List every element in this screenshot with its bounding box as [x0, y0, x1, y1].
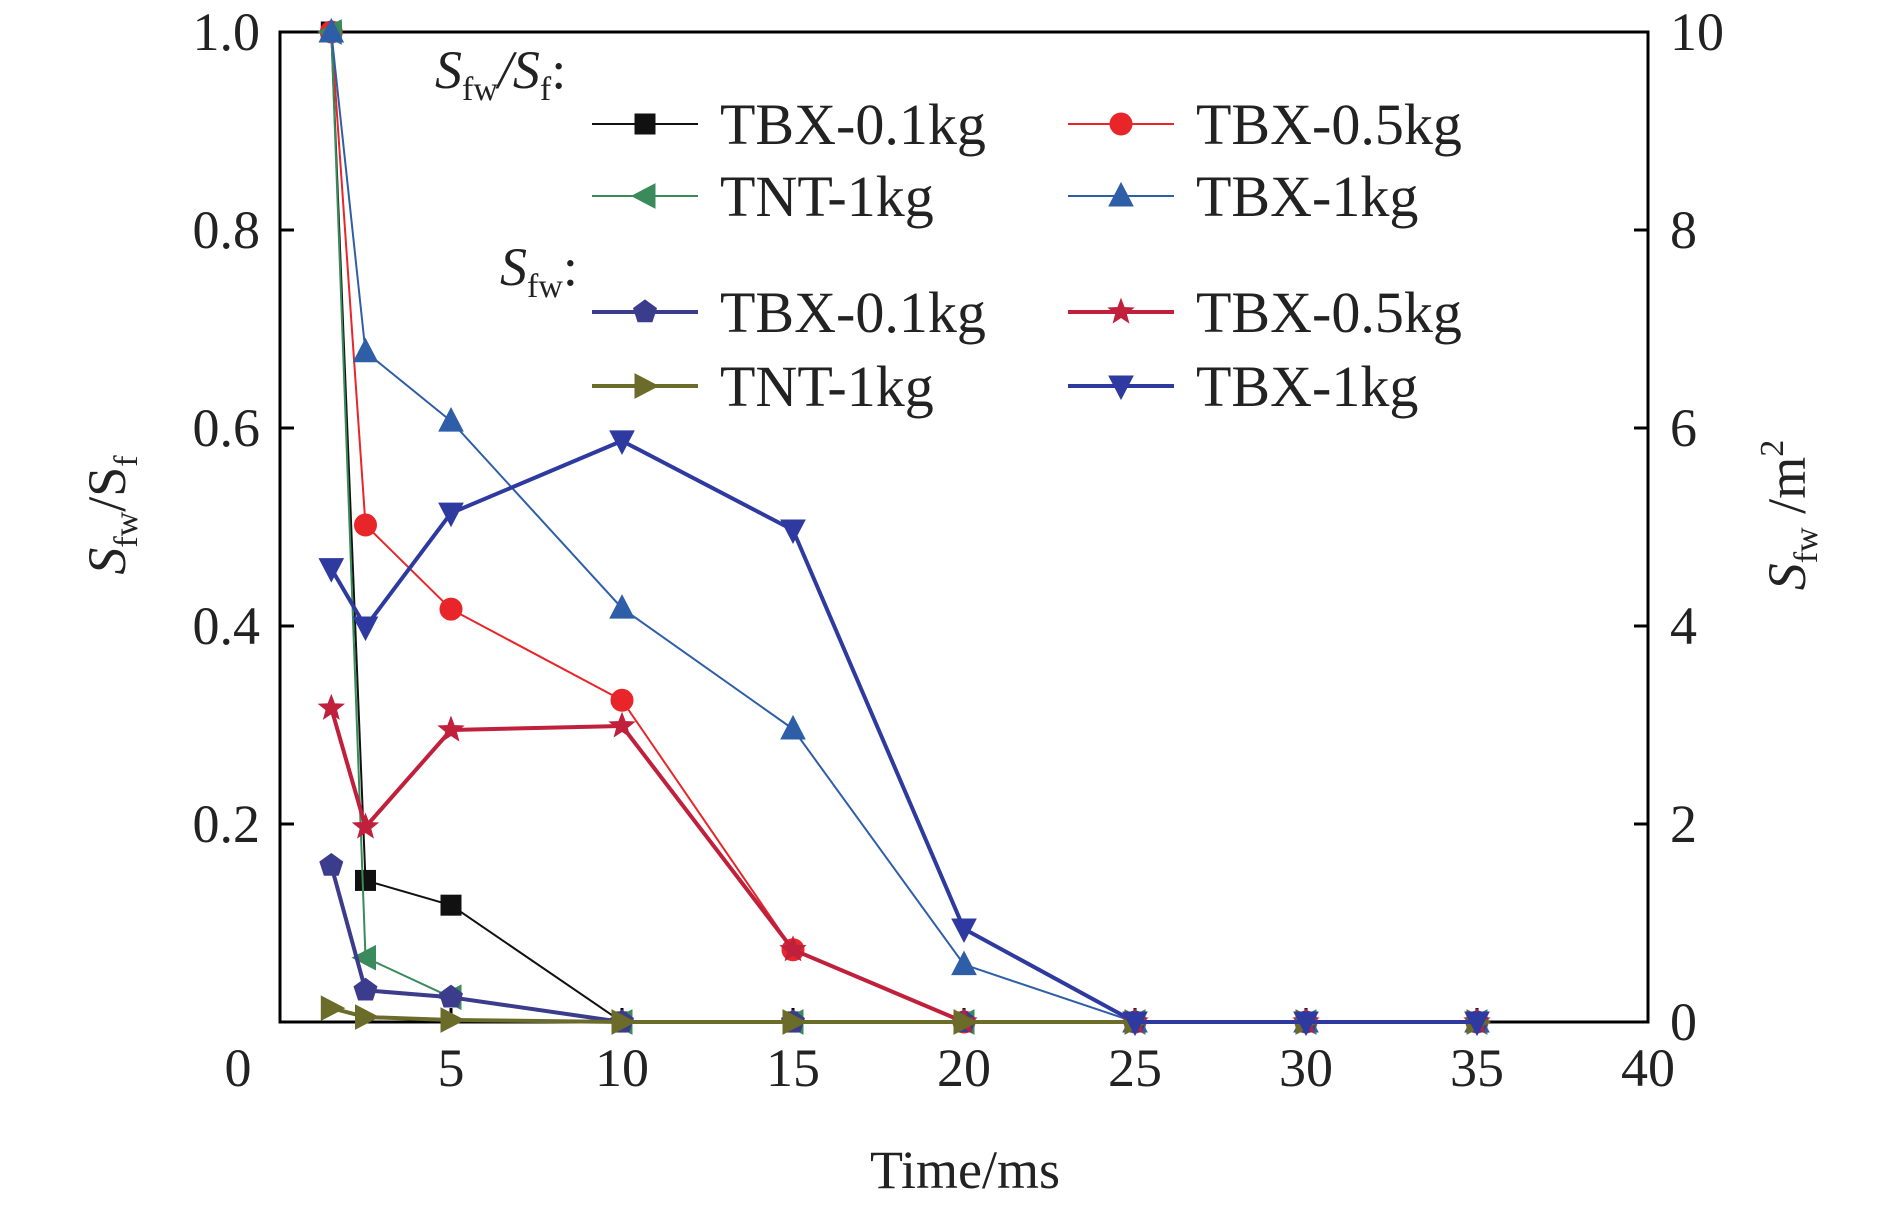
data-point [351, 812, 380, 839]
data-point [1108, 375, 1134, 401]
x-tick-label: 30 [1279, 1038, 1333, 1098]
data-point [438, 502, 464, 528]
x-tick-label: 40 [1621, 1038, 1675, 1098]
left-y-tick-label: 0.6 [193, 398, 261, 458]
legend-label: TNT-1kg [720, 164, 934, 229]
data-point [354, 513, 377, 537]
right-y-tick-label: 2 [1670, 794, 1697, 854]
left-y-tick-label: 0.8 [193, 200, 261, 260]
left-y-tick-label: 0.4 [193, 596, 261, 656]
axis-ticks [280, 228, 1648, 1022]
legend-item: TBX-0.5kg [1068, 92, 1462, 157]
right-y-tick-label: 4 [1670, 596, 1697, 656]
data-point [440, 894, 462, 916]
data-point [609, 430, 635, 455]
data-point [1109, 112, 1133, 136]
legend-item: TBX-1kg [1068, 164, 1418, 229]
data-point [351, 944, 376, 971]
data-point [1122, 1011, 1148, 1037]
series-area-tbx-1kg [318, 430, 1490, 1037]
x-tick-label: 0 [225, 1038, 252, 1098]
data-point [439, 597, 463, 621]
data-point [437, 715, 465, 742]
data-point [438, 984, 464, 1008]
legend-label: TNT-1kg [720, 354, 934, 419]
data-point [320, 995, 346, 1021]
series-area-tbx-0-5kg [317, 693, 1491, 1034]
right-y-tick-label: 0 [1670, 992, 1697, 1052]
data-point [610, 688, 634, 712]
right-y-tick-label: 10 [1670, 2, 1724, 62]
data-point [953, 1009, 979, 1035]
data-point [609, 594, 635, 619]
data-point [440, 1007, 466, 1033]
right-axis-label: Sfw /m2 [1754, 440, 1825, 590]
legend-item: TBX-0.5kg [1068, 280, 1462, 345]
legend-item: TBX-1kg [1068, 354, 1418, 419]
data-point [318, 17, 345, 43]
data-point [1107, 297, 1135, 324]
data-point [630, 183, 656, 209]
legend-label: TBX-1kg [1196, 354, 1418, 419]
right-y-tick-label: 8 [1670, 200, 1697, 260]
data-point [634, 373, 660, 399]
legend-group-header: Sfw: [500, 237, 578, 305]
legend-label: TBX-0.1kg [720, 92, 986, 157]
series-area-tbx-0-1kg [319, 852, 1490, 1033]
left-axis-label: Sfw/Sf [77, 455, 145, 575]
left-y-tick-label: 1.0 [193, 2, 261, 62]
data-point [951, 918, 977, 944]
x-tick-label: 20 [937, 1038, 991, 1098]
series-layer [317, 17, 1492, 1037]
legend-item: TNT-1kg [592, 164, 934, 229]
legend-label: TBX-0.5kg [1196, 280, 1462, 345]
data-point [1293, 1011, 1319, 1037]
x-tick-label: 5 [438, 1038, 465, 1098]
legend: Sfw/Sf: Sfw: TBX-0.1kg TBX-0.5kg TNT-1kg TBX-… [435, 40, 1462, 419]
data-point [780, 519, 806, 545]
data-point [782, 1009, 808, 1035]
legend-label: TBX-0.1kg [720, 280, 986, 345]
data-point [352, 616, 379, 642]
data-point [1108, 181, 1134, 207]
data-point [608, 711, 636, 738]
x-axis-label: Time/ms [870, 1140, 1060, 1200]
x-tick-label: 25 [1108, 1038, 1162, 1098]
x-tick-label: 15 [766, 1038, 820, 1098]
legend-item: TBX-0.1kg [592, 92, 986, 157]
data-point [611, 1009, 637, 1035]
series-line [329, 438, 1477, 1024]
data-point [353, 977, 378, 1001]
data-point [1464, 1011, 1490, 1037]
legend-label: TBX-1kg [1196, 164, 1418, 229]
left-y-tick-label: 0.2 [193, 794, 261, 854]
x-tick-label: 10 [595, 1038, 649, 1098]
right-y-tick-label: 6 [1670, 398, 1697, 458]
plot-frame [278, 30, 1650, 1024]
data-point [438, 406, 464, 432]
data-point [780, 714, 806, 740]
plot-area [278, 30, 1650, 1024]
data-point [632, 299, 658, 323]
data-point [319, 852, 344, 876]
data-point [318, 558, 345, 583]
legend-group-header: Sfw/Sf: [435, 40, 566, 108]
legend-label: TBX-0.5kg [1196, 92, 1462, 157]
data-point [951, 950, 977, 976]
data-point [355, 869, 376, 891]
data-point [779, 935, 807, 962]
series-line [329, 707, 1477, 1024]
legend-item: TBX-0.1kg [592, 280, 986, 345]
legend-item: TNT-1kg [592, 354, 934, 419]
data-point [317, 693, 346, 720]
x-tick-label: 35 [1450, 1038, 1504, 1098]
data-point [355, 1004, 380, 1030]
data-point [634, 113, 656, 135]
tick-labels: 0 5 10 15 20 25 30 35 40 0.2 0.4 0.6 0.8 1.0 0 2 4 6 8 10 [193, 2, 1725, 1098]
data-point [352, 337, 379, 363]
